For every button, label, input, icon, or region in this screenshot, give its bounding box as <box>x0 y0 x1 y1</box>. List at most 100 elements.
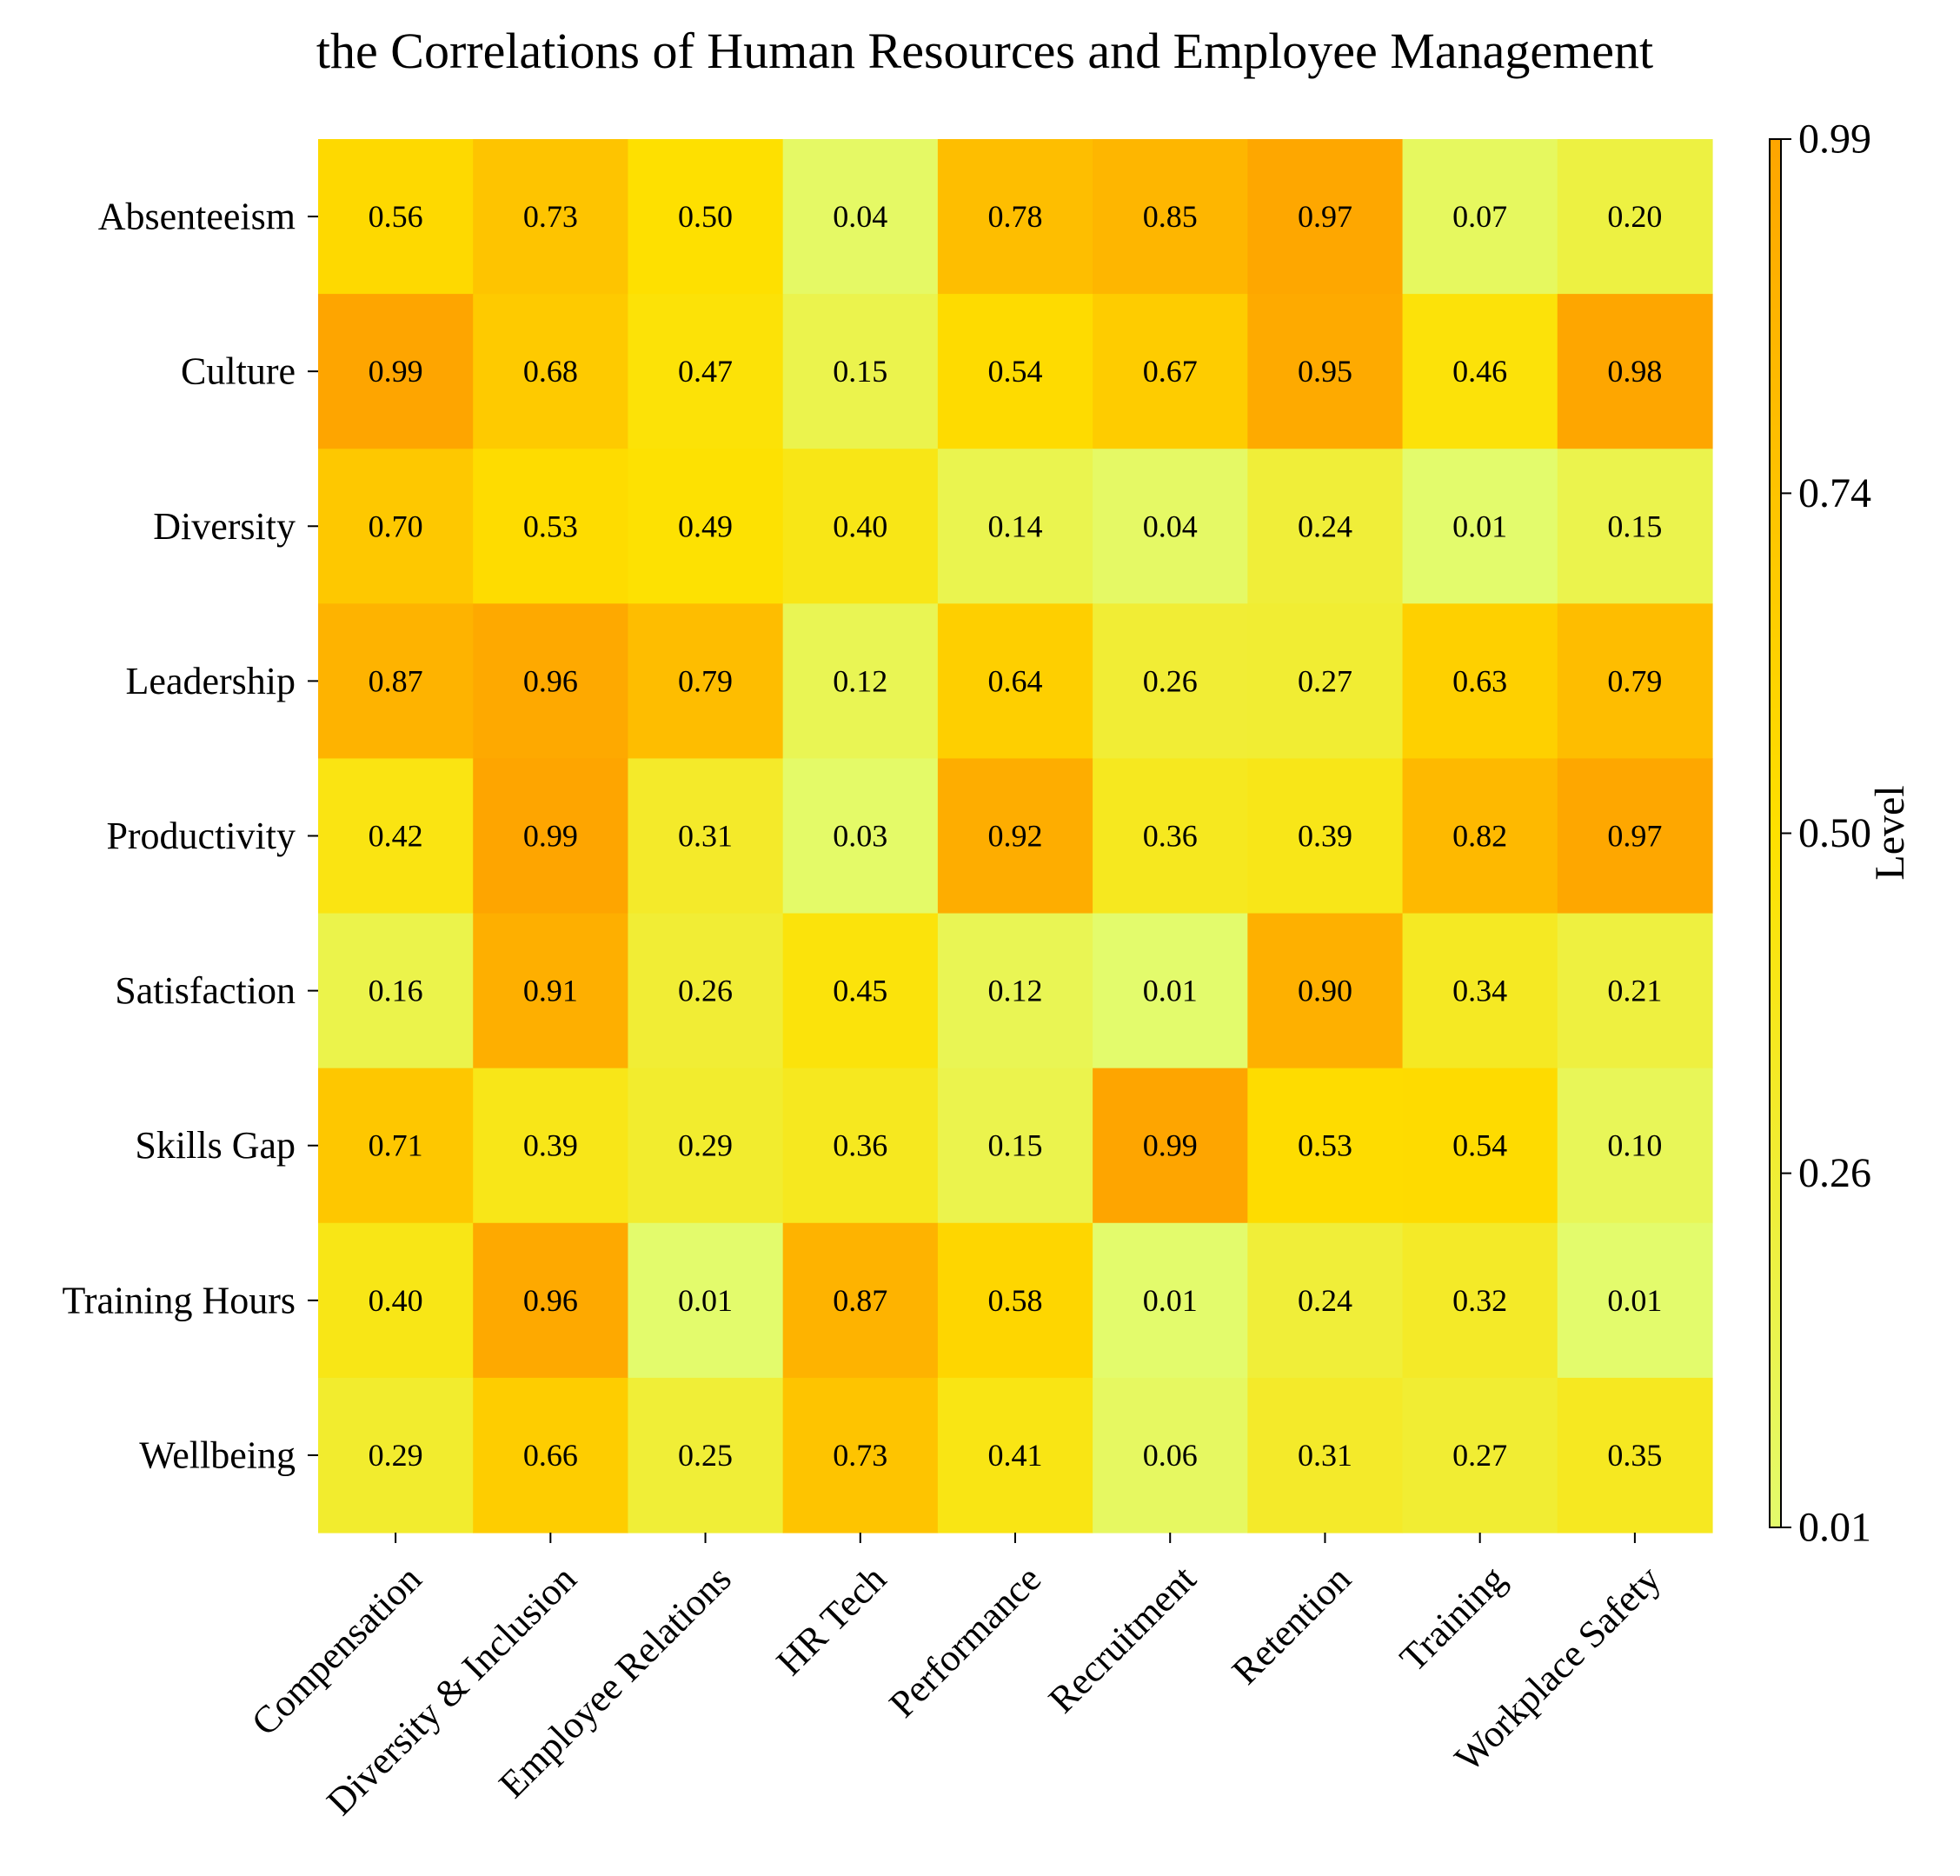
heatmap-cell <box>1402 449 1558 604</box>
heatmap-cell <box>937 1068 1093 1224</box>
heatmap-cell <box>628 758 784 915</box>
heatmap-cell <box>1557 913 1713 1069</box>
heatmap-cell <box>1557 1377 1713 1533</box>
heatmap-cell <box>628 1377 784 1533</box>
heatmap-cell <box>782 294 939 449</box>
cell-value-label: 0.01 <box>678 1283 733 1318</box>
heatmap-cell <box>1093 294 1248 449</box>
heatmap-cell <box>1093 1377 1248 1533</box>
cell-value-label: 0.67 <box>1143 354 1198 389</box>
heatmap-cell <box>473 1222 629 1379</box>
heatmap-cell <box>1247 913 1404 1069</box>
heatmap-cell <box>628 1222 784 1379</box>
cell-value-label: 0.54 <box>1452 1128 1507 1163</box>
heatmap-cell <box>473 913 629 1069</box>
cell-value-label: 0.53 <box>1298 1128 1352 1163</box>
heatmap-cell <box>1247 1222 1404 1379</box>
x-tick-label: Retention <box>1224 1557 1359 1693</box>
colorbar-tick-label: 0.74 <box>1798 470 1871 516</box>
heatmap-cell <box>937 1377 1093 1533</box>
cell-value-label: 0.85 <box>1143 199 1198 234</box>
heatmap-cell <box>1557 449 1713 604</box>
cell-value-label: 0.15 <box>988 1128 1043 1163</box>
cell-value-label: 0.26 <box>678 974 733 1008</box>
cell-value-label: 0.68 <box>523 354 578 389</box>
cell-value-label: 0.58 <box>988 1283 1043 1318</box>
heatmap-cell <box>1247 449 1404 604</box>
cell-value-label: 0.99 <box>1143 1128 1198 1163</box>
heatmap-cell <box>1093 913 1248 1069</box>
cell-value-label: 0.64 <box>988 663 1043 698</box>
heatmap-cell <box>628 603 784 760</box>
cell-value-label: 0.79 <box>678 663 733 698</box>
cell-value-label: 0.04 <box>833 199 887 234</box>
y-axis: Absenteeism Culture Diversity Leadership Pro… <box>62 196 318 1476</box>
cell-value-label: 0.25 <box>678 1438 733 1473</box>
heatmap-cell <box>1557 1222 1713 1379</box>
heatmap-cell <box>318 1068 474 1224</box>
heatmap-cell <box>937 294 1093 449</box>
chart-title: the Correlations of Human Resources and … <box>316 23 1653 79</box>
cell-value-label: 0.10 <box>1607 1128 1662 1163</box>
cell-value-label: 0.21 <box>1607 974 1662 1008</box>
heatmap-cell <box>782 758 939 915</box>
cell-value-label: 0.14 <box>988 509 1043 543</box>
cell-value-label: 0.78 <box>988 199 1043 234</box>
colorbar-label: Level <box>1867 785 1913 880</box>
heatmap-cell <box>937 139 1093 295</box>
cell-value-label: 0.96 <box>523 1283 578 1318</box>
colorbar-tick-label: 0.99 <box>1798 116 1871 163</box>
heatmap-cell <box>782 913 939 1069</box>
heatmap-cell <box>318 758 474 915</box>
heatmap-cell <box>473 1068 629 1224</box>
heatmap-cell <box>937 913 1093 1069</box>
heatmap-cell <box>782 603 939 760</box>
heatmap-cell <box>1247 758 1404 915</box>
cell-value-label: 0.97 <box>1298 199 1352 234</box>
heatmap-cell <box>782 1068 939 1224</box>
heatmap-cell <box>1402 1222 1558 1379</box>
heatmap-cell <box>1402 1068 1558 1224</box>
heatmap-cell <box>473 139 629 295</box>
heatmap-cell <box>1402 603 1558 760</box>
cell-value-label: 0.53 <box>523 509 578 543</box>
heatmap-cell <box>1247 603 1404 760</box>
cell-value-label: 0.87 <box>833 1283 887 1318</box>
x-tick-label: Performance <box>881 1557 1050 1726</box>
heatmap-cell <box>782 139 939 295</box>
y-tick-label: Training Hours <box>62 1279 296 1321</box>
cell-value-label: 0.87 <box>369 663 423 698</box>
heatmap-cell <box>318 139 474 295</box>
cell-value-label: 0.47 <box>678 354 733 389</box>
heatmap-cell <box>628 913 784 1069</box>
cell-value-label: 0.90 <box>1298 974 1352 1008</box>
cell-value-label: 0.56 <box>369 199 423 234</box>
cell-value-label: 0.96 <box>523 663 578 698</box>
heatmap-cell <box>937 449 1093 604</box>
heatmap-cell <box>1402 294 1558 449</box>
cell-value-label: 0.15 <box>1607 509 1662 543</box>
heatmap-cell <box>318 294 474 449</box>
cell-value-label: 0.42 <box>369 819 423 854</box>
heatmap-cell <box>782 449 939 604</box>
heatmap-cell <box>473 294 629 449</box>
heatmap-cell <box>1557 1068 1713 1224</box>
cell-value-label: 0.92 <box>988 819 1043 854</box>
heatmap-cell <box>782 1222 939 1379</box>
cell-value-label: 0.82 <box>1452 819 1507 854</box>
heatmap-cell <box>473 603 629 760</box>
cell-value-label: 0.26 <box>1143 663 1198 698</box>
heatmap-cell <box>782 1377 939 1533</box>
heatmap-cell <box>1093 1222 1248 1379</box>
cell-value-label: 0.31 <box>678 819 733 854</box>
cell-value-label: 0.12 <box>988 974 1043 1008</box>
heatmap-cell <box>1247 1068 1404 1224</box>
heatmap-cell <box>937 1222 1093 1379</box>
cell-value-label: 0.01 <box>1452 509 1507 543</box>
cell-value-label: 0.35 <box>1607 1438 1662 1473</box>
y-tick-label: Culture <box>181 350 296 393</box>
cell-value-label: 0.79 <box>1607 663 1662 698</box>
heatmap-cell <box>318 1377 474 1533</box>
cell-value-label: 0.99 <box>523 819 578 854</box>
cell-value-label: 0.63 <box>1452 663 1507 698</box>
